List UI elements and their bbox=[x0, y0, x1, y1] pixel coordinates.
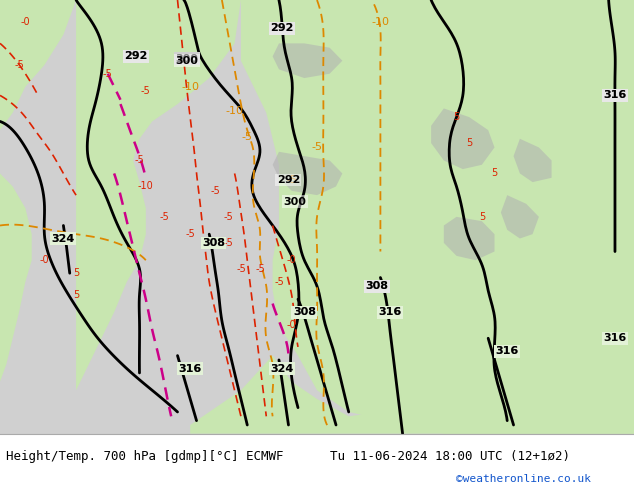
Text: 300: 300 bbox=[283, 196, 306, 207]
Text: 324: 324 bbox=[52, 234, 75, 244]
Text: 316: 316 bbox=[378, 307, 401, 317]
Text: -10: -10 bbox=[372, 17, 389, 26]
Text: -5: -5 bbox=[223, 238, 233, 248]
Text: 308: 308 bbox=[202, 238, 225, 248]
Text: -10: -10 bbox=[226, 105, 243, 116]
Text: 316: 316 bbox=[604, 90, 626, 100]
Text: 292: 292 bbox=[125, 51, 148, 61]
Text: -5: -5 bbox=[236, 264, 246, 274]
Text: -5: -5 bbox=[274, 277, 284, 287]
Text: -5: -5 bbox=[14, 60, 24, 70]
Text: -10: -10 bbox=[181, 82, 199, 92]
Text: 308: 308 bbox=[293, 307, 316, 317]
Text: 308: 308 bbox=[366, 281, 389, 291]
Polygon shape bbox=[273, 152, 342, 195]
Text: Height/Temp. 700 hPa [gdmp][°C] ECMWF: Height/Temp. 700 hPa [gdmp][°C] ECMWF bbox=[6, 450, 284, 463]
Text: 316: 316 bbox=[604, 90, 626, 100]
Polygon shape bbox=[190, 356, 634, 434]
Text: ©weatheronline.co.uk: ©weatheronline.co.uk bbox=[456, 474, 592, 484]
Text: -5: -5 bbox=[255, 264, 265, 274]
Text: Tu 11-06-2024 18:00 UTC (12+1ø2): Tu 11-06-2024 18:00 UTC (12+1ø2) bbox=[330, 450, 570, 463]
Text: -5: -5 bbox=[223, 212, 233, 222]
Text: 292: 292 bbox=[271, 23, 294, 33]
Text: 5: 5 bbox=[73, 290, 79, 300]
Text: 300: 300 bbox=[176, 56, 198, 66]
Text: -0: -0 bbox=[287, 320, 297, 330]
Text: 5: 5 bbox=[479, 212, 485, 222]
Text: 316: 316 bbox=[496, 346, 519, 356]
Text: 308: 308 bbox=[366, 281, 389, 291]
Text: 292: 292 bbox=[271, 23, 294, 33]
Text: 324: 324 bbox=[52, 234, 75, 244]
Text: -5: -5 bbox=[210, 186, 221, 196]
Text: 316: 316 bbox=[378, 307, 401, 317]
Polygon shape bbox=[431, 108, 495, 169]
Polygon shape bbox=[273, 44, 342, 78]
Text: -0: -0 bbox=[20, 17, 30, 26]
Text: -5: -5 bbox=[134, 155, 145, 166]
Text: -5: -5 bbox=[311, 143, 323, 152]
Polygon shape bbox=[241, 0, 634, 434]
Text: -5: -5 bbox=[286, 175, 297, 185]
Text: 5: 5 bbox=[466, 138, 472, 148]
Text: 316: 316 bbox=[496, 346, 519, 356]
Text: 316: 316 bbox=[604, 333, 626, 343]
Text: -10: -10 bbox=[138, 181, 153, 192]
Polygon shape bbox=[76, 0, 241, 390]
Polygon shape bbox=[444, 217, 495, 260]
Text: 316: 316 bbox=[179, 364, 202, 373]
Text: 324: 324 bbox=[271, 364, 294, 373]
Text: -5: -5 bbox=[185, 229, 195, 239]
Text: 292: 292 bbox=[125, 51, 148, 61]
Text: -5: -5 bbox=[242, 132, 253, 142]
Polygon shape bbox=[501, 195, 539, 239]
Text: 5: 5 bbox=[73, 268, 79, 278]
Text: -5: -5 bbox=[160, 212, 170, 222]
Polygon shape bbox=[0, 173, 32, 382]
Polygon shape bbox=[0, 0, 76, 130]
Polygon shape bbox=[514, 139, 552, 182]
Text: 292: 292 bbox=[277, 175, 300, 185]
Text: -0: -0 bbox=[39, 255, 49, 265]
Text: 5: 5 bbox=[453, 112, 460, 122]
Text: 308: 308 bbox=[293, 307, 316, 317]
Text: -0: -0 bbox=[287, 255, 297, 265]
Text: 300: 300 bbox=[176, 53, 198, 64]
Text: 5: 5 bbox=[491, 169, 498, 178]
Text: 324: 324 bbox=[271, 364, 294, 373]
Text: -5: -5 bbox=[103, 69, 113, 79]
Text: 316: 316 bbox=[179, 364, 202, 373]
Text: 308: 308 bbox=[202, 238, 225, 248]
Text: -5: -5 bbox=[141, 86, 151, 96]
